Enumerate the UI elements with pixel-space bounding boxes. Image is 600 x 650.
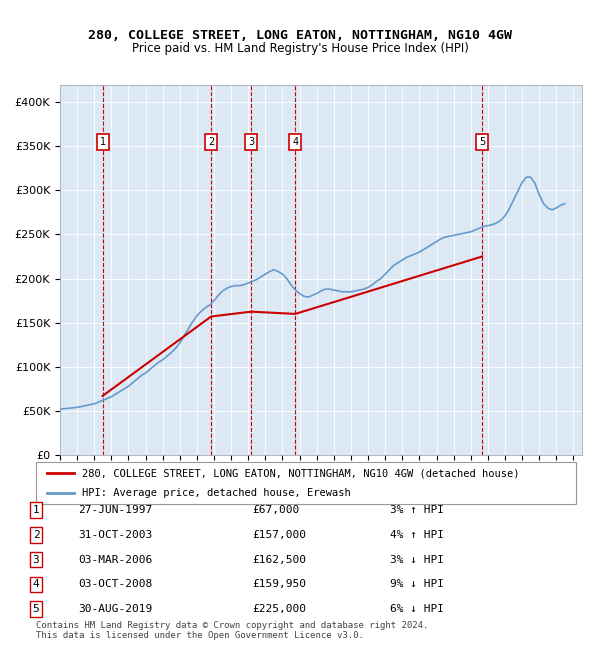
Text: £157,000: £157,000 (252, 530, 306, 540)
Text: 4: 4 (32, 579, 40, 590)
Text: 4: 4 (292, 137, 298, 147)
Text: 1: 1 (100, 137, 106, 147)
Text: 3: 3 (32, 554, 40, 565)
FancyBboxPatch shape (36, 462, 576, 504)
Text: 280, COLLEGE STREET, LONG EATON, NOTTINGHAM, NG10 4GW: 280, COLLEGE STREET, LONG EATON, NOTTING… (88, 29, 512, 42)
Text: 2: 2 (32, 530, 40, 540)
Text: 9% ↓ HPI: 9% ↓ HPI (390, 579, 444, 590)
Text: 27-JUN-1997: 27-JUN-1997 (78, 505, 152, 515)
Text: Contains HM Land Registry data © Crown copyright and database right 2024.
This d: Contains HM Land Registry data © Crown c… (36, 621, 428, 640)
Text: £162,500: £162,500 (252, 554, 306, 565)
Text: 1: 1 (32, 505, 40, 515)
Text: 03-MAR-2006: 03-MAR-2006 (78, 554, 152, 565)
Text: 280, COLLEGE STREET, LONG EATON, NOTTINGHAM, NG10 4GW (detached house): 280, COLLEGE STREET, LONG EATON, NOTTING… (82, 469, 520, 478)
Text: Price paid vs. HM Land Registry's House Price Index (HPI): Price paid vs. HM Land Registry's House … (131, 42, 469, 55)
Text: 3% ↑ HPI: 3% ↑ HPI (390, 505, 444, 515)
Text: HPI: Average price, detached house, Erewash: HPI: Average price, detached house, Erew… (82, 488, 350, 498)
Text: £159,950: £159,950 (252, 579, 306, 590)
Text: 6% ↓ HPI: 6% ↓ HPI (390, 604, 444, 614)
Text: £225,000: £225,000 (252, 604, 306, 614)
Text: 3: 3 (248, 137, 254, 147)
Text: £67,000: £67,000 (252, 505, 299, 515)
Text: 03-OCT-2008: 03-OCT-2008 (78, 579, 152, 590)
Text: 30-AUG-2019: 30-AUG-2019 (78, 604, 152, 614)
Text: 5: 5 (32, 604, 40, 614)
Text: 2: 2 (208, 137, 214, 147)
Text: 3% ↓ HPI: 3% ↓ HPI (390, 554, 444, 565)
Text: 5: 5 (479, 137, 485, 147)
Text: 31-OCT-2003: 31-OCT-2003 (78, 530, 152, 540)
Text: 4% ↑ HPI: 4% ↑ HPI (390, 530, 444, 540)
